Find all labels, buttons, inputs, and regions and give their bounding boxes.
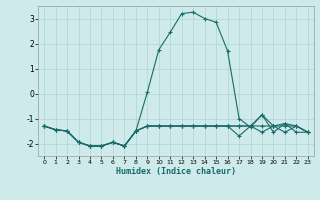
X-axis label: Humidex (Indice chaleur): Humidex (Indice chaleur) xyxy=(116,167,236,176)
